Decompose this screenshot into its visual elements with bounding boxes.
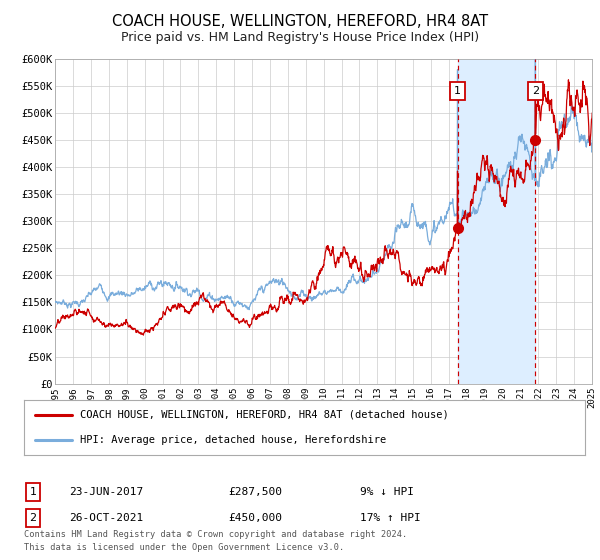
Text: This data is licensed under the Open Government Licence v3.0.: This data is licensed under the Open Gov… (24, 543, 344, 552)
Text: 26-OCT-2021: 26-OCT-2021 (69, 513, 143, 523)
Text: 9% ↓ HPI: 9% ↓ HPI (360, 487, 414, 497)
Text: COACH HOUSE, WELLINGTON, HEREFORD, HR4 8AT: COACH HOUSE, WELLINGTON, HEREFORD, HR4 8… (112, 14, 488, 29)
Text: 17% ↑ HPI: 17% ↑ HPI (360, 513, 421, 523)
Text: 2: 2 (532, 86, 539, 96)
Text: Contains HM Land Registry data © Crown copyright and database right 2024.: Contains HM Land Registry data © Crown c… (24, 530, 407, 539)
Text: 23-JUN-2017: 23-JUN-2017 (69, 487, 143, 497)
Bar (458, 59, 535, 384)
Text: 1: 1 (454, 86, 461, 96)
Text: 1: 1 (29, 487, 37, 497)
Text: Price paid vs. HM Land Registry's House Price Index (HPI): Price paid vs. HM Land Registry's House … (121, 31, 479, 44)
Text: 2: 2 (29, 513, 37, 523)
Text: £450,000: £450,000 (228, 513, 282, 523)
Text: £287,500: £287,500 (228, 487, 282, 497)
Text: COACH HOUSE, WELLINGTON, HEREFORD, HR4 8AT (detached house): COACH HOUSE, WELLINGTON, HEREFORD, HR4 8… (80, 410, 449, 420)
Text: HPI: Average price, detached house, Herefordshire: HPI: Average price, detached house, Here… (80, 435, 386, 445)
